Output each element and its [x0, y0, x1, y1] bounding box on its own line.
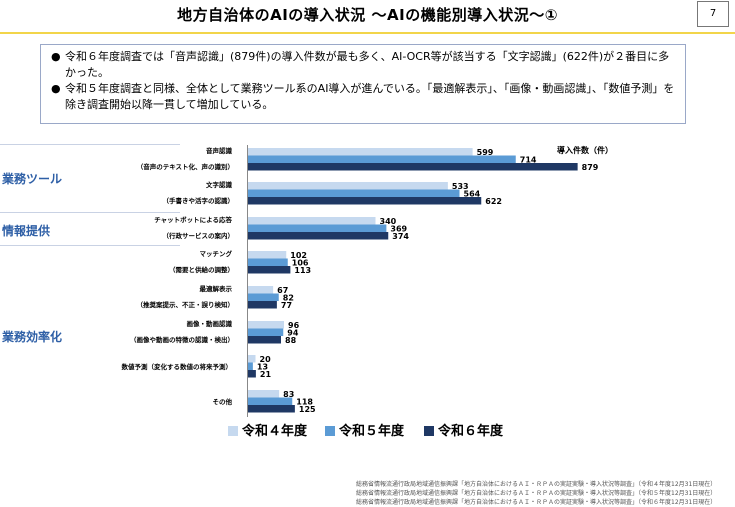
category-label: 数値予測（変化する数値の将来予測）	[122, 362, 233, 371]
bar	[248, 390, 280, 398]
page-number: 7	[697, 1, 729, 27]
data-label: 83	[283, 390, 294, 399]
title-underline	[0, 32, 735, 34]
data-label: 564	[464, 190, 481, 199]
bar	[248, 397, 293, 405]
bar	[248, 328, 284, 336]
legend-label: 令和６年度	[438, 424, 504, 439]
data-label: 622	[485, 197, 502, 206]
legend-swatch	[228, 426, 238, 436]
category-label: マッチング	[200, 249, 233, 258]
data-label: 533	[452, 182, 469, 191]
data-label: 88	[285, 336, 297, 345]
page-title: 地方自治体のAIの導入状況 ～AIの機能別導入状況～①	[177, 6, 558, 24]
bar	[248, 232, 389, 240]
data-label: 106	[292, 259, 309, 268]
section-divider	[0, 245, 180, 246]
data-label: 879	[582, 163, 599, 172]
data-label: 125	[299, 405, 316, 414]
bar	[248, 251, 287, 259]
category-label: 文字認識	[205, 180, 233, 189]
bar	[248, 148, 473, 156]
data-label: 20	[260, 355, 272, 364]
data-label: 102	[290, 251, 307, 260]
data-label: 13	[257, 363, 268, 372]
category-sublabel: （需要と供給の調整）	[169, 265, 234, 274]
bullet-icon: ●	[51, 82, 61, 95]
summary-box: ● 令和６年度調査では「音声認識」(879件)の導入件数が最も多く、AI-OCR…	[40, 44, 686, 124]
bar	[248, 155, 516, 163]
data-label: 113	[294, 266, 311, 275]
category-label: 最適解表示	[200, 284, 233, 293]
bar	[248, 362, 253, 370]
bar	[248, 163, 578, 171]
category-sublabel: （画像や動画の特徴の認識・検出）	[130, 335, 234, 344]
bar	[248, 301, 277, 309]
summary-item: ● 令和６年度調査では「音声認識」(879件)の導入件数が最も多く、AI-OCR…	[51, 49, 677, 81]
bar	[248, 217, 376, 225]
data-label: 96	[288, 321, 300, 330]
data-label: 599	[477, 148, 494, 157]
category-sublabel: （手書きや活字の認識）	[163, 196, 235, 205]
category-label: チャットボットによる応答	[154, 215, 232, 224]
axis-unit-label: 導入件数（件）	[557, 146, 613, 155]
bar	[248, 293, 279, 301]
data-label: 77	[281, 301, 292, 310]
legend-item: 令和６年度	[424, 420, 503, 439]
source-note: 総務省情報流通行政局地域通信振興課「地方自治体におけるＡＩ・ＲＰＡの実証実験・導…	[356, 480, 716, 507]
bar	[248, 189, 460, 197]
category-label: 画像・動画認識	[187, 319, 233, 328]
legend-item: 令和４年度	[228, 420, 307, 439]
legend-item: 令和５年度	[325, 420, 404, 439]
section-divider	[0, 144, 180, 145]
source-line: 総務省情報流通行政局地域通信振興課「地方自治体におけるＡＩ・ＲＰＡの実証実験・導…	[356, 499, 717, 506]
data-label: 714	[520, 156, 537, 165]
legend-swatch	[325, 426, 335, 436]
bar	[248, 405, 295, 413]
category-sublabel: （音声のテキスト化、声の識別）	[137, 162, 234, 171]
data-label: 67	[277, 286, 288, 295]
category-sublabel: （行政サービスの案内）	[163, 231, 235, 240]
data-label: 369	[390, 225, 407, 234]
bar	[248, 355, 256, 363]
section-label-info: 情報提供	[2, 224, 51, 238]
source-line: 総務省情報流通行政局地域通信振興課「地方自治体におけるＡＩ・ＲＰＡの実証実験・導…	[356, 481, 717, 488]
bar	[248, 197, 482, 205]
section-divider	[0, 212, 180, 213]
category-label: 音声認識	[206, 146, 233, 155]
bar	[248, 370, 256, 378]
bar	[248, 266, 291, 274]
data-label: 21	[260, 370, 272, 379]
summary-text: 令和５年度調査と同様、全体として業務ツール系のAI導入が進んでいる。「最適解表示…	[65, 82, 675, 111]
bar	[248, 336, 281, 344]
category-sublabel: （推奨案提示、不正・誤り検知）	[137, 300, 235, 309]
bar	[248, 258, 288, 266]
data-label: 118	[296, 398, 313, 407]
section-label-tools: 業務ツール	[2, 172, 63, 186]
bar	[248, 224, 387, 232]
bar	[248, 182, 448, 190]
bar	[248, 286, 274, 294]
source-line: 総務省情報流通行政局地域通信振興課「地方自治体におけるＡＩ・ＲＰＡの実証実験・導…	[356, 490, 717, 497]
summary-text: 令和６年度調査では「音声認識」(879件)の導入件数が最も多く、AI-OCR等が…	[65, 50, 670, 79]
category-label: その他	[213, 397, 233, 406]
section-label-efficiency: 業務効率化	[2, 330, 63, 344]
data-label: 94	[287, 329, 299, 338]
data-label: 374	[392, 232, 409, 241]
bar	[248, 321, 284, 329]
legend-label: 令和５年度	[339, 424, 405, 439]
bullet-icon: ●	[51, 50, 61, 63]
data-label: 340	[380, 217, 397, 226]
data-label: 82	[283, 294, 294, 303]
axis-line	[247, 145, 248, 417]
legend-label: 令和４年度	[242, 424, 308, 439]
legend-swatch	[424, 426, 434, 436]
summary-item: ● 令和５年度調査と同様、全体として業務ツール系のAI導入が進んでいる。「最適解…	[51, 81, 677, 113]
